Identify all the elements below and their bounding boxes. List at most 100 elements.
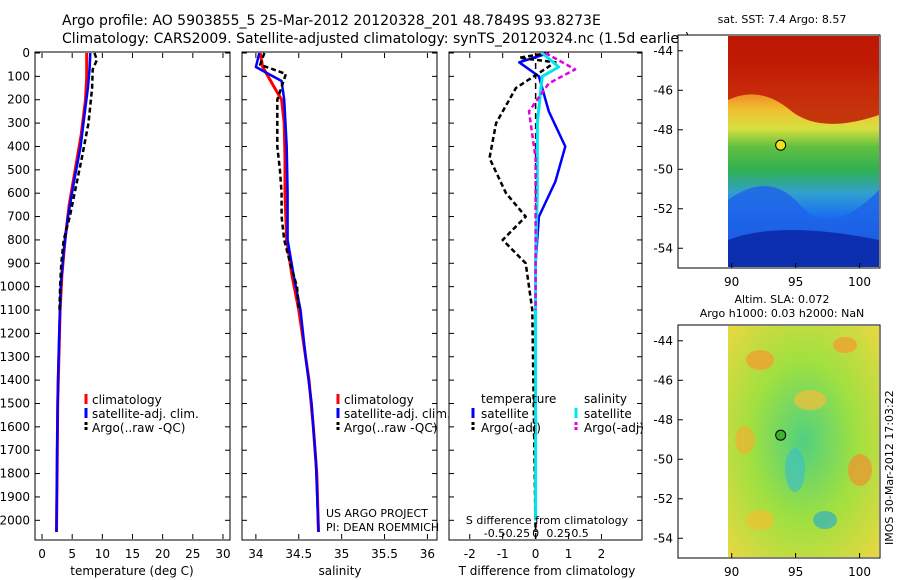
legend-argo-label: Argo(..raw -QC) [92, 421, 185, 435]
figure-title-line2: Climatology: CARS2009. Satellite-adjuste… [62, 31, 690, 47]
map-lon-tick-label: 100 [848, 275, 871, 289]
salinity-panel-frame [241, 51, 438, 541]
map-lon-tick-label: 90 [724, 565, 739, 579]
sst-map [677, 34, 881, 269]
depth-tick-label: 1000 [0, 280, 30, 294]
satellite-adj-line [55, 52, 92, 533]
legend-temperature-header: temperature [481, 392, 556, 406]
x-tick-label: 20 [155, 547, 170, 561]
s-diff-tick-label: 0.5 [571, 527, 589, 540]
s-difference-label: S difference from climatology [466, 514, 629, 527]
x-tick-label: 5 [68, 547, 76, 561]
temperature-panel: 0 5 10 15 20 25 30 [38, 52, 231, 561]
map-lon-tick-label: 95 [788, 275, 803, 289]
s-satellite-line [534, 51, 561, 521]
climatology-line [258, 52, 320, 533]
argo-line [258, 52, 301, 311]
x-tick-label: 1 [565, 547, 573, 561]
map-lat-tick-label: -48 [653, 123, 673, 137]
depth-tick-label: 500 [7, 163, 30, 177]
map-lon-tick-label: 100 [848, 565, 871, 579]
map-lon-tick-label: 90 [724, 275, 739, 289]
depth-tick-label: 1400 [0, 373, 30, 387]
map-lat-tick-label: -44 [653, 44, 673, 58]
sla-map [677, 324, 881, 559]
x-tick-label: 0 [532, 547, 540, 561]
sla-anomaly [794, 390, 826, 410]
sla-anomaly [813, 511, 837, 529]
x-tick-label: 2 [598, 547, 606, 561]
map-lat-tick-label: -46 [653, 83, 673, 97]
s-diff-tick-label: 0.25 [546, 527, 571, 540]
temperature-xlabel: temperature (deg C) [70, 564, 193, 578]
legend-s-satellite-label: satellite [584, 407, 632, 421]
t-argo-line [488, 51, 557, 533]
project-credit: US ARGO PROJECT [326, 507, 428, 520]
depth-tick-label: 1500 [0, 396, 30, 410]
sst-map-title: sat. SST: 7.4 Argo: 8.57 [718, 13, 847, 26]
depth-tick-label: 1900 [0, 490, 30, 504]
depth-tick-label: 200 [7, 93, 30, 107]
map-lat-tick-label: -50 [653, 452, 673, 466]
sla-map-title1: Altim. SLA: 0.072 [734, 293, 829, 306]
legend-climatology-label: climatology [344, 393, 414, 407]
x-tick-label: -1 [497, 547, 509, 561]
map-lat-tick-label: -46 [653, 373, 673, 387]
x-tick-label: -2 [464, 547, 476, 561]
map-lat-tick-label: -54 [653, 531, 673, 545]
sla-map-axes: -44 -46 -48 -50 -52 -54 90 95 100 [653, 334, 871, 579]
depth-tick-label: 300 [7, 116, 30, 130]
x-tick-label: 0 [38, 547, 46, 561]
depth-tick-label: 1600 [0, 420, 30, 434]
temperature-panel-frame [34, 51, 231, 541]
salinity-legend: climatology satellite-adj. clim. Argo(..… [336, 393, 451, 435]
sla-anomaly [785, 448, 805, 492]
depth-tick-label: 100 [7, 69, 30, 83]
salinity-panel: 34 34.5 35 35.5 36 [248, 52, 435, 561]
x-tick-label: 36 [420, 547, 435, 561]
map-lat-tick-label: -52 [653, 492, 673, 506]
map-lat-tick-label: -50 [653, 162, 673, 176]
legend-salinity-header: salinity [584, 392, 627, 406]
depth-tick-label: 1300 [0, 350, 30, 364]
x-tick-label: 10 [95, 547, 110, 561]
t-difference-xlabel: T difference from climatology [458, 564, 636, 578]
legend-argo-label: Argo(..raw -QC) [344, 421, 437, 435]
map-lat-tick-label: -44 [653, 334, 673, 348]
argo-line [58, 52, 99, 311]
depth-tick-label: 600 [7, 186, 30, 200]
map-lat-tick-label: -52 [653, 202, 673, 216]
legend-s-argo-label: Argo(-adj) [584, 421, 644, 435]
x-tick-label: 15 [125, 547, 140, 561]
sst-map-axes: -44 -46 -48 -50 -52 -54 90 95 100 [653, 44, 871, 289]
salinity-xlabel: salinity [318, 564, 361, 578]
depth-tick-label: 700 [7, 210, 30, 224]
depth-tick-label: 800 [7, 233, 30, 247]
sst-coldest-region [728, 230, 879, 267]
legend-satellite-label: satellite-adj. clim. [92, 407, 199, 421]
depth-tick-label: 1100 [0, 303, 30, 317]
map-lat-tick-label: -54 [653, 241, 673, 255]
legend-climatology-label: climatology [92, 393, 162, 407]
depth-tick-label: 400 [7, 139, 30, 153]
x-tick-label: 30 [215, 547, 230, 561]
x-tick-label: 34.5 [285, 547, 312, 561]
depth-tick-label: 2000 [0, 513, 30, 527]
sla-anomaly [833, 337, 857, 353]
x-tick-label: 35 [334, 547, 349, 561]
legend-satellite-label: satellite-adj. clim. [344, 407, 451, 421]
difference-legend: temperature salinity satellite Argo(-adj… [471, 392, 644, 435]
sla-anomaly [746, 350, 774, 370]
legend-t-argo-label: Argo(-adj) [481, 421, 541, 435]
difference-panel-frame [448, 51, 643, 541]
depth-tick-label: 1800 [0, 467, 30, 481]
t-satellite-line [517, 51, 567, 521]
float-location-marker [775, 429, 787, 441]
legend-t-satellite-label: satellite [481, 407, 529, 421]
map-lon-tick-label: 95 [788, 565, 803, 579]
sla-anomaly [848, 454, 872, 486]
temperature-legend: climatology satellite-adj. clim. Argo(..… [84, 393, 199, 435]
depth-tick-label: 0 [22, 46, 30, 60]
